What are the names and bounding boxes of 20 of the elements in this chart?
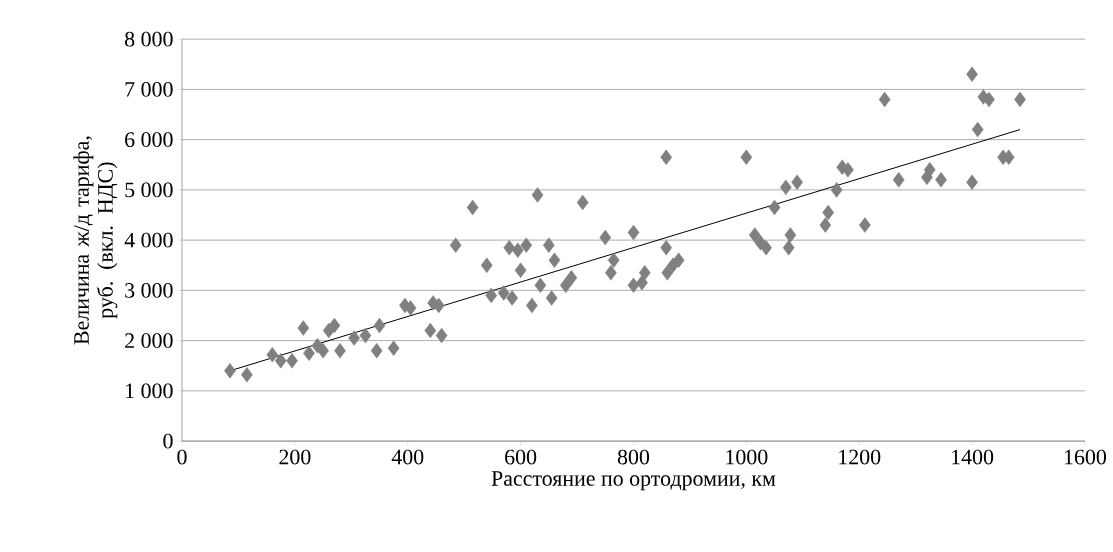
x-tick-label: 800 (617, 449, 650, 465)
y-tick-label: 7 000 (125, 81, 173, 97)
x-tick-label: 1400 (952, 449, 994, 465)
x-tick-label: 1200 (839, 449, 881, 465)
y-tick-label: 1 000 (126, 383, 173, 399)
y-tick-label: 0 (163, 433, 173, 449)
y-tick-label: 4 000 (124, 232, 173, 248)
x-tick-label: 400 (391, 449, 424, 465)
y-tick-label: 2 000 (125, 333, 173, 349)
y-tick-label: 3 000 (125, 282, 173, 298)
x-tick-label: 1000 (726, 449, 768, 465)
y-tick-label: 5 000 (125, 182, 173, 198)
x-tick-label: 600 (505, 449, 537, 465)
y-axis-title: Величина ж/д тарифа, руб. (вкл. НДС) (73, 136, 118, 345)
x-tick-label: 200 (279, 449, 311, 465)
y-tick-label: 8 000 (124, 31, 173, 47)
x-axis-title: Расстояние по ортодромии, км (491, 471, 776, 491)
y-tick-label: 6 000 (125, 132, 173, 148)
x-tick-label: 0 (177, 449, 187, 465)
x-tick-label: 1600 (1064, 449, 1107, 465)
